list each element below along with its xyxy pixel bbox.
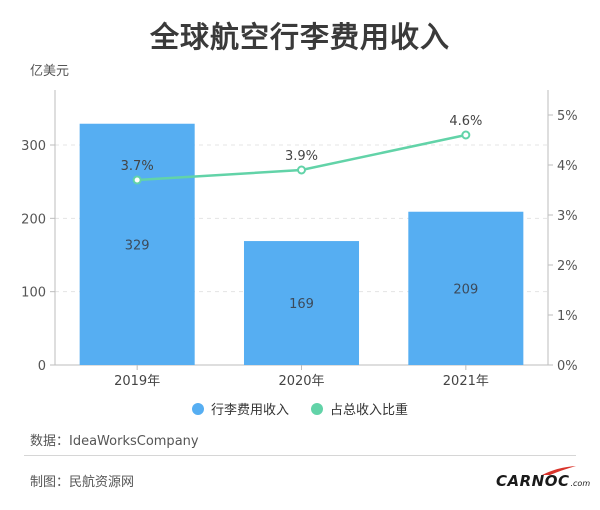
y2-tick-label-3: 3%	[557, 209, 578, 224]
bar-value-label-2019年: 329	[125, 238, 150, 253]
line-point-2021年	[461, 130, 471, 140]
y-tick-label-0: 0	[38, 359, 46, 374]
y2-tick-label-0: 0%	[557, 359, 578, 374]
chart-plot: 0 100 200 300 0% 1% 2% 3% 4% 5% 329 2019年 169 2020年 20…	[21, 90, 578, 389]
legend-label-revenue-share: 占总收入比重	[330, 403, 409, 418]
line-value-label-2020年: 3.9%	[285, 149, 318, 164]
bar-2020年	[243, 241, 360, 365]
bar-value-label-2021年: 209	[453, 282, 478, 297]
bar-2019年	[79, 123, 195, 365]
chart-title: 全球航空行李费用收入	[149, 20, 450, 54]
line-point-2019年	[132, 175, 142, 185]
y2-tick-label-4: 4%	[557, 159, 578, 174]
bar-2021年	[408, 211, 524, 365]
legend-item-baggage-revenue[interactable]: 行李费用收入	[191, 399, 289, 418]
logo-text: CARNOC	[496, 472, 570, 490]
y-axis-unit: 亿美元	[30, 64, 70, 79]
logo-swoosh-icon	[542, 466, 576, 475]
line-value-label-2021年: 4.6%	[449, 114, 482, 129]
legend: 行李费用收入 占总收入比重	[0, 399, 600, 418]
divider	[24, 455, 576, 456]
y-tick-label-200: 200	[21, 212, 46, 227]
y2-tick-label-1: 1%	[557, 309, 578, 324]
x-tick-label-2020年: 2020年	[278, 374, 324, 389]
y-tick-label-300: 300	[21, 139, 46, 154]
data-source: 数据：IdeaWorksCompany	[30, 434, 199, 449]
chart-credit: 制图：民航资源网	[30, 475, 135, 490]
line-value-label-2019年: 3.7%	[121, 159, 154, 174]
y2-tick-label-5: 5%	[557, 109, 578, 124]
legend-swatch-baggage-revenue	[191, 402, 204, 415]
legend-label-baggage-revenue: 行李费用收入	[210, 403, 289, 418]
carnoc-logo: CARNOC .com	[496, 466, 591, 490]
logo-suffix: .com	[570, 479, 591, 488]
legend-item-revenue-share[interactable]: 占总收入比重	[311, 399, 408, 418]
legend-swatch-revenue-share	[311, 402, 323, 415]
x-tick-label-2021年: 2021年	[443, 374, 489, 389]
bar-value-label-2020年: 169	[289, 297, 314, 312]
y-tick-label-100: 100	[21, 286, 46, 301]
y2-tick-label-2: 2%	[557, 259, 578, 274]
x-tick-label-2019年: 2019年	[114, 374, 160, 389]
line-point-2020年	[297, 165, 306, 175]
